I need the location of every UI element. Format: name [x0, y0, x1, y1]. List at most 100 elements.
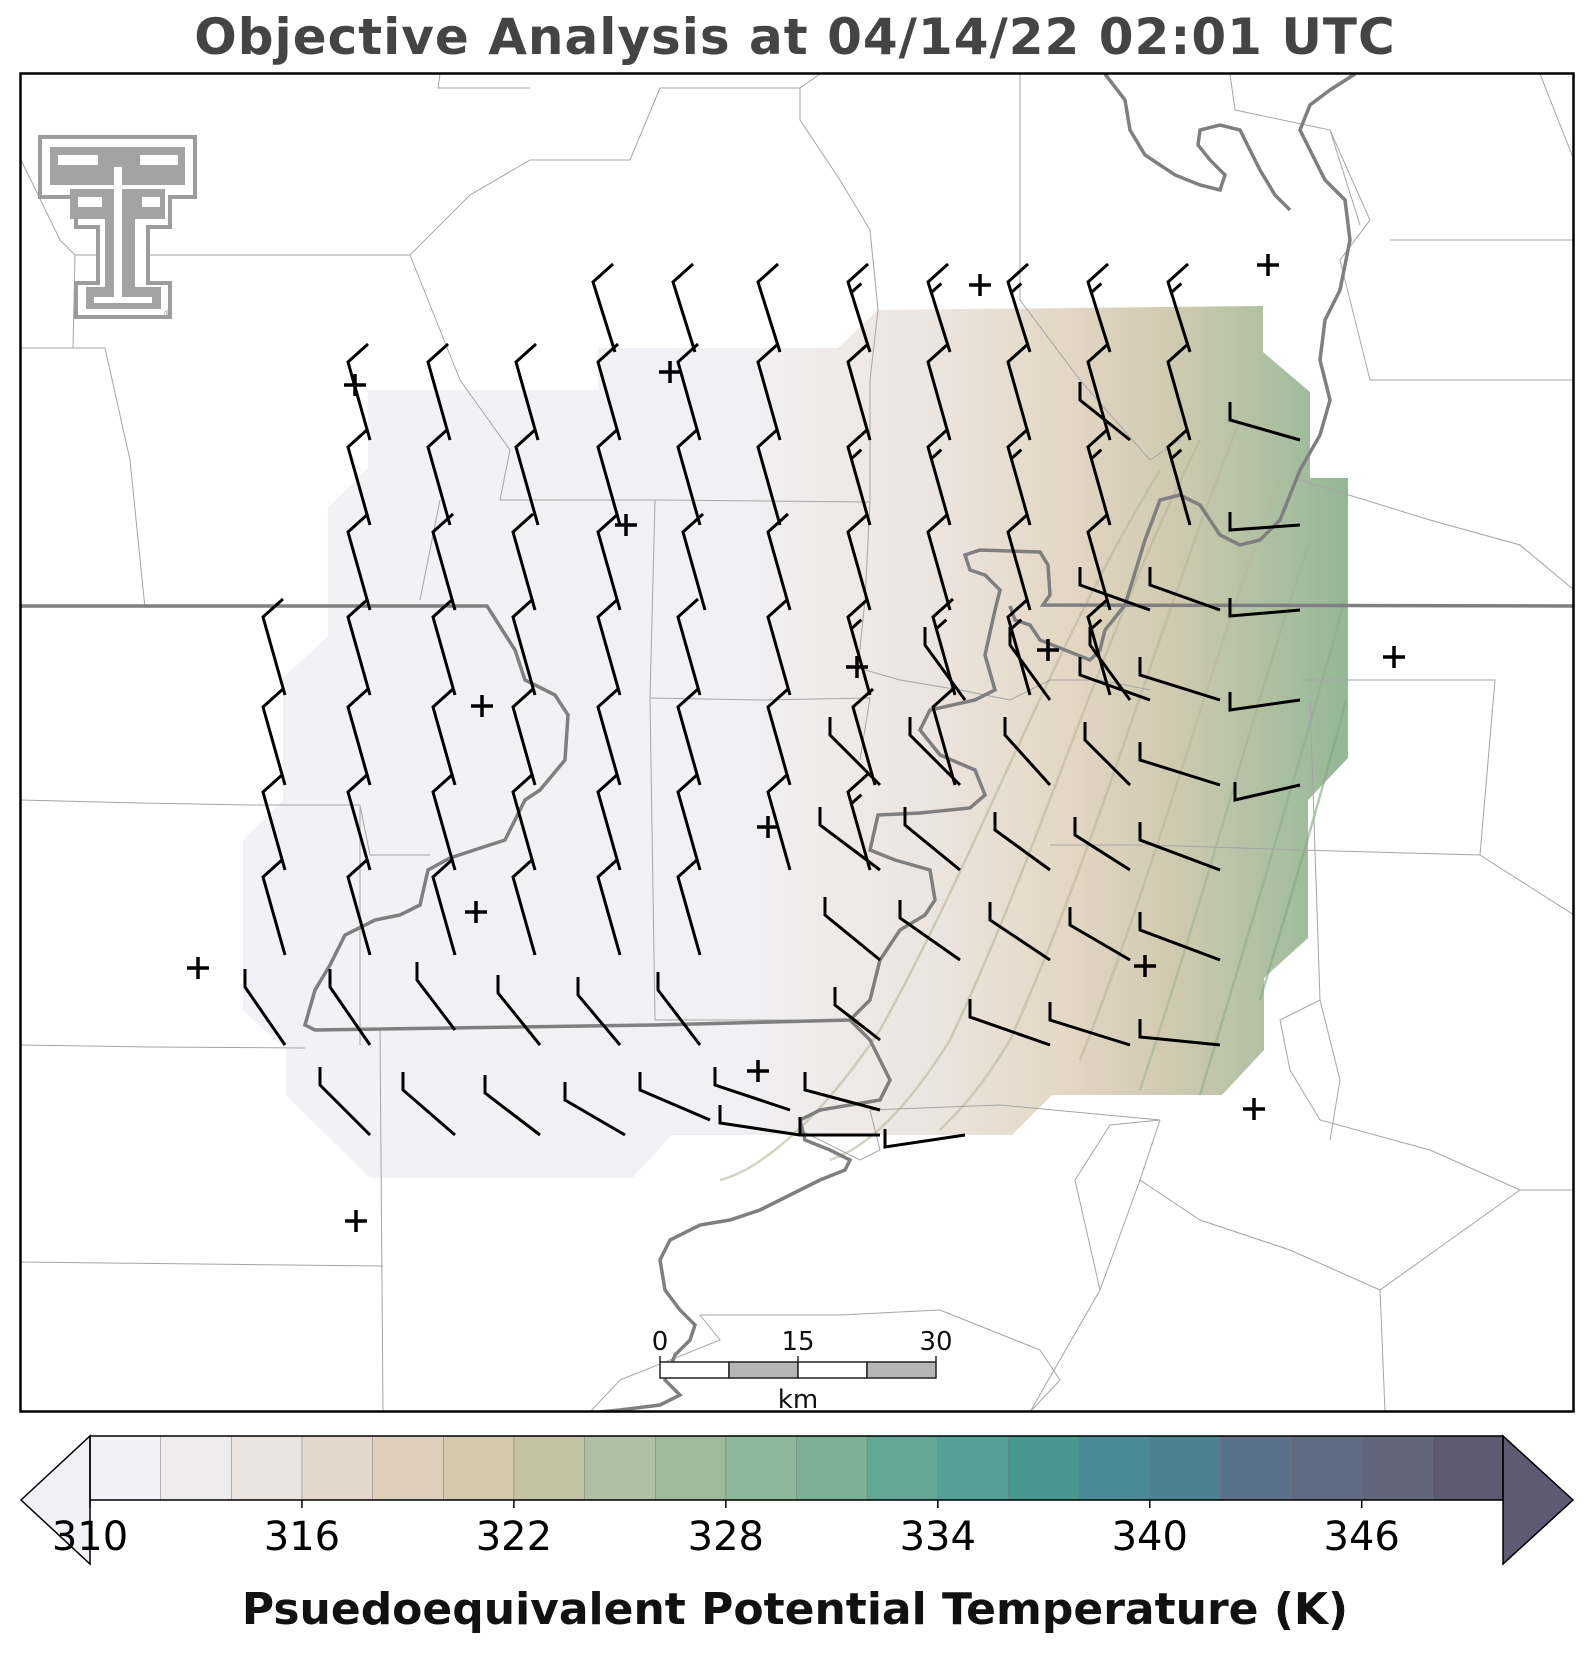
wind-barb — [931, 597, 957, 696]
wind-barb — [511, 597, 537, 696]
colorbar-cell — [301, 1435, 374, 1501]
wind-barb — [756, 342, 782, 441]
colorbar-cell — [1290, 1435, 1363, 1501]
wind-barb — [851, 687, 877, 786]
wind-barb — [766, 687, 792, 786]
wind-barb — [846, 342, 872, 441]
colorbar-cell — [1078, 1435, 1151, 1501]
wind-barb — [1138, 912, 1221, 962]
station-marker — [615, 514, 637, 536]
wind-barb — [596, 857, 622, 956]
scale-seg-3 — [797, 1361, 868, 1379]
scale-label-15: 15 — [781, 1327, 814, 1357]
wind-barb — [431, 512, 457, 611]
scale-seg-4 — [866, 1361, 937, 1379]
wind-barb — [1006, 342, 1032, 441]
wind-barb — [988, 902, 1051, 962]
wind-barb — [511, 687, 537, 786]
wind-barb — [261, 772, 287, 871]
theta-e-contours — [719, 419, 1348, 1182]
wind-barb — [846, 772, 872, 871]
wind-barb — [511, 857, 537, 956]
colorbar-tick-label: 316 — [264, 1514, 340, 1560]
station-marker — [187, 957, 209, 979]
colorbar-cell — [725, 1435, 798, 1501]
wind-barb — [1166, 427, 1192, 526]
wind-barb — [1228, 692, 1301, 712]
station-marker — [757, 816, 779, 838]
wind-barb — [823, 897, 881, 962]
wind-barb — [1003, 717, 1052, 787]
wind-barb — [596, 597, 622, 696]
colorbar-cell — [1008, 1435, 1080, 1501]
wind-barb — [431, 597, 457, 696]
wind-barb — [511, 512, 537, 611]
colorbar-frame — [89, 1435, 1504, 1501]
wind-barb — [596, 342, 622, 441]
wind-barb — [426, 342, 452, 441]
colorbar-tick-label: 346 — [1324, 1514, 1400, 1560]
station-marker — [345, 1210, 367, 1232]
wind-barb — [766, 512, 792, 611]
wind-barb — [426, 427, 452, 526]
colorbar-cell — [372, 1435, 445, 1501]
wind-barb — [1006, 512, 1032, 611]
wind-barb — [431, 687, 457, 786]
wind-barb — [713, 1067, 791, 1112]
wind-barb — [346, 512, 372, 611]
wind-barb — [1006, 597, 1032, 696]
wind-barb — [676, 597, 702, 696]
wind-barb — [926, 427, 952, 526]
station-marker — [659, 361, 681, 383]
colorbar-tick-label: 322 — [476, 1514, 552, 1560]
colorbar-tick-label: 328 — [688, 1514, 764, 1560]
wind-barb — [576, 977, 622, 1046]
wind-barb — [1088, 627, 1132, 701]
scale-unit: km — [778, 1385, 818, 1415]
wind-barb — [1166, 262, 1192, 353]
station-marker — [1037, 639, 1059, 661]
colorbar: 310 316 322 328 334 340 346 — [19, 1434, 1575, 1566]
colorbar-cell — [231, 1435, 303, 1501]
wind-barb — [514, 342, 540, 441]
wind-barb — [1086, 342, 1112, 441]
station-marker — [1383, 646, 1405, 668]
wind-barbs — [243, 262, 1301, 1149]
wind-barb — [926, 512, 952, 611]
wind-barb — [346, 687, 372, 786]
colorbar-over-arrow — [1502, 1434, 1575, 1566]
colorbar-cell — [443, 1435, 515, 1501]
wind-barb — [346, 857, 372, 956]
wind-barb — [511, 772, 537, 871]
colorbar-cell — [89, 1435, 162, 1501]
colorbar-cell — [866, 1435, 939, 1501]
station-marker — [1134, 955, 1156, 977]
colorbar-cell — [654, 1435, 727, 1501]
wind-barb — [318, 1067, 372, 1137]
colorbar-ticks: 310 316 322 328 334 340 346 — [52, 1500, 1400, 1560]
wind-barb — [926, 342, 952, 441]
wind-barb — [346, 342, 372, 441]
wind-barb — [756, 427, 782, 526]
wind-barb — [828, 717, 882, 787]
wind-barb — [968, 999, 1051, 1047]
wind-barb — [243, 969, 287, 1046]
wind-barb — [1073, 817, 1131, 872]
wind-barb — [846, 427, 872, 526]
wind-barb — [766, 772, 792, 871]
wind-barb — [483, 1075, 541, 1137]
wind-barb — [681, 512, 707, 611]
wind-barb — [514, 427, 540, 526]
wind-barb — [1138, 822, 1221, 872]
wind-barb — [591, 262, 617, 353]
wind-barb — [898, 900, 961, 962]
colorbar-cell — [937, 1435, 1010, 1501]
wind-barb — [596, 512, 622, 611]
wind-barb — [718, 1105, 801, 1137]
wind-barb — [846, 597, 872, 696]
colorbar-cell — [160, 1435, 233, 1501]
wind-barb — [1078, 657, 1151, 702]
wind-barb — [1078, 382, 1131, 442]
wind-barb — [846, 512, 872, 611]
station-marker — [1243, 1098, 1265, 1120]
